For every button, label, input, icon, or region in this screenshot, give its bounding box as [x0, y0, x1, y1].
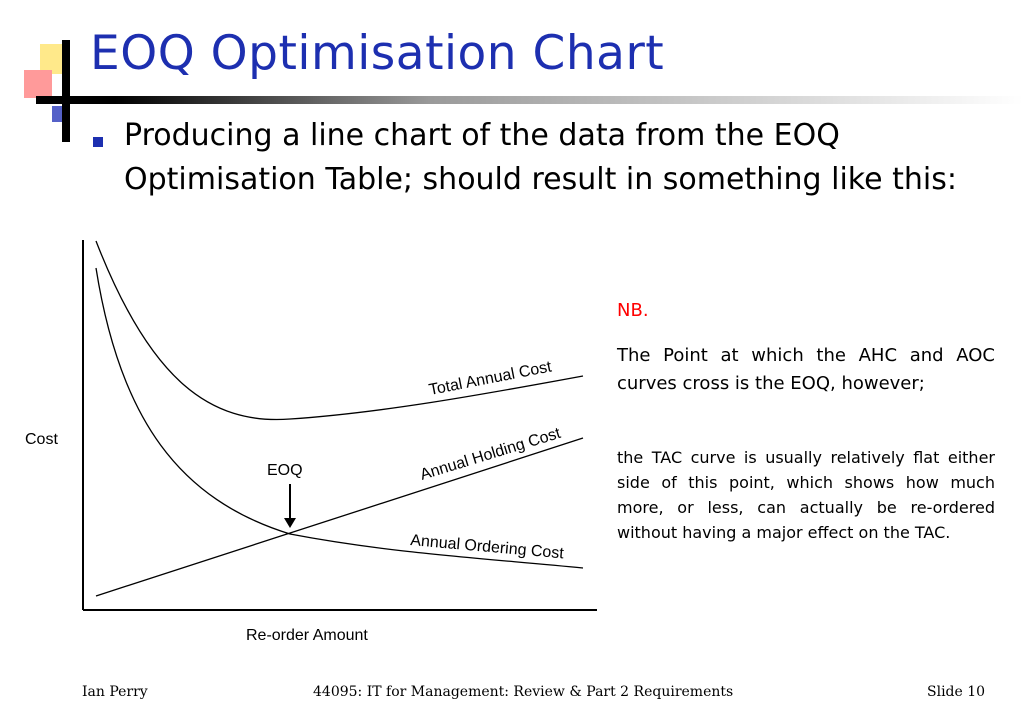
series-label-annual-ordering-cost: Annual Ordering Cost: [410, 532, 565, 562]
decor-vertical-bar: [62, 40, 70, 142]
eoq-arrow-head: [284, 518, 296, 528]
bullet-text: Producing a line chart of the data from …: [124, 118, 957, 197]
slide-title: EOQ Optimisation Chart: [90, 26, 665, 81]
notes-paragraph-1: The Point at which the AHC and AOC curve…: [617, 345, 995, 394]
annual-ordering-cost-line: [95, 267, 584, 569]
series-label-annual-holding-cost: Annual Holding Cost: [418, 425, 563, 484]
x-axis-label: Re-order Amount: [246, 627, 368, 644]
bullet-icon: [93, 137, 103, 147]
footer-slide-number: Slide 10: [927, 684, 986, 700]
y-axis-label: Cost: [25, 431, 58, 448]
footer-course: 44095: IT for Management: Review & Part …: [313, 684, 734, 700]
total-annual-cost-line: [95, 240, 584, 421]
footer-author: Ian Perry: [82, 684, 148, 700]
notes-title: NB.: [617, 300, 649, 321]
eoq-label: EOQ: [267, 462, 303, 479]
annual-holding-cost-line: [95, 437, 584, 597]
title-underline: [36, 96, 1023, 104]
notes-paragraph-2: the TAC curve is usually relatively flat…: [617, 448, 995, 542]
decor-red-square: [24, 70, 52, 98]
